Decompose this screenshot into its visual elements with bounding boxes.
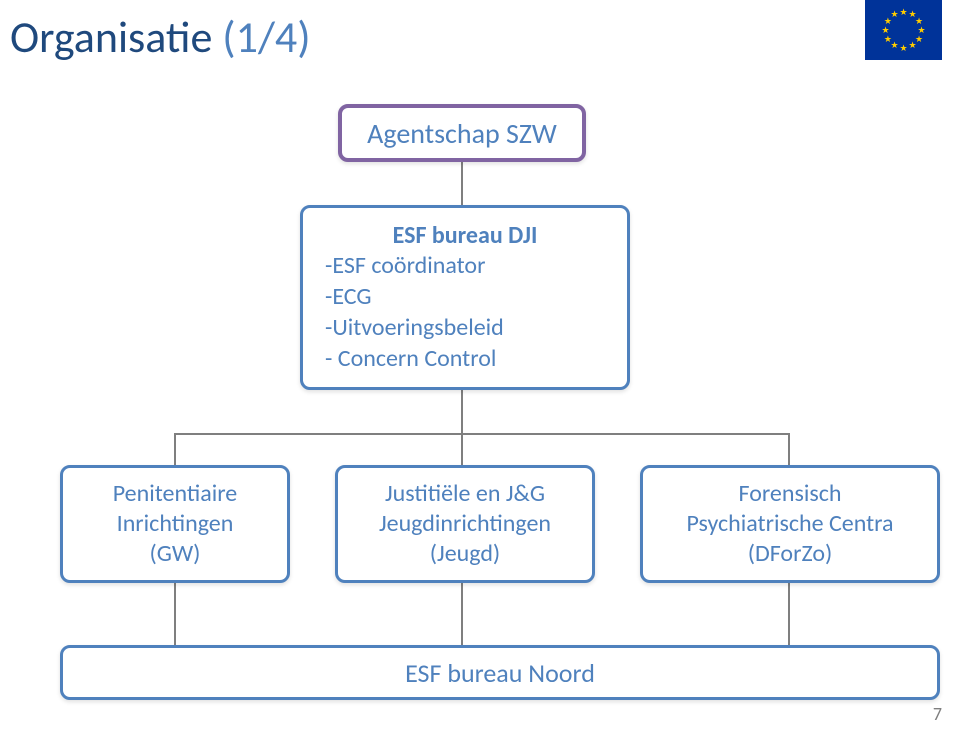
node-label: Agentschap SZW — [367, 116, 557, 151]
node-justitiele: Justitiële en J&G Jeugdinrichtingen (Jeu… — [335, 465, 595, 583]
connector-line — [174, 583, 176, 645]
node-line: Forensisch — [739, 479, 842, 509]
node-line: Justitiële en J&G — [385, 479, 545, 509]
title-main: Organisatie — [10, 10, 212, 64]
eu-flag-icon: ★★★★★★★★★★★★ — [865, 0, 942, 60]
node-bullet: -ECG — [325, 282, 372, 313]
eu-star-icon: ★ — [899, 44, 908, 53]
node-line: (Jeugd) — [430, 539, 500, 569]
title-sub: (1/4) — [222, 10, 310, 64]
node-bullet: - Concern Control — [325, 344, 496, 375]
eu-star-icon: ★ — [899, 8, 908, 17]
node-penitentiaire: Penitentiaire Inrichtingen (GW) — [60, 465, 290, 583]
connector-line — [461, 162, 463, 205]
node-bullet: -ESF coördinator — [325, 251, 485, 282]
eu-star-icon: ★ — [908, 41, 917, 50]
org-chart: Agentschap SZW ESF bureau DJI -ESF coörd… — [0, 70, 960, 690]
eu-star-icon: ★ — [883, 35, 892, 44]
node-esf-bureau-dji: ESF bureau DJI -ESF coördinator -ECG -Ui… — [300, 205, 630, 390]
page-number: 7 — [933, 703, 942, 725]
node-head: ESF bureau DJI — [325, 221, 605, 252]
connector-line — [788, 433, 790, 465]
connector-line — [174, 433, 790, 435]
node-bullet: -Uitvoeringsbeleid — [325, 313, 504, 344]
page-title: Organisatie (1/4) — [10, 10, 311, 64]
connector-line — [461, 583, 463, 645]
node-agentschap: Agentschap SZW — [338, 104, 586, 162]
node-line: Penitentiaire — [113, 479, 237, 509]
node-label: ESF bureau Noord — [405, 657, 595, 689]
eu-star-icon: ★ — [881, 26, 890, 35]
connector-line — [461, 390, 463, 435]
connector-line — [788, 583, 790, 645]
node-line: Psychiatrische Centra — [686, 509, 893, 539]
node-line: Inrichtingen — [117, 509, 234, 539]
connector-line — [174, 433, 176, 465]
node-line: Jeugdinrichtingen — [379, 509, 551, 539]
node-forensisch: Forensisch Psychiatrische Centra (DForZo… — [640, 465, 940, 583]
node-esf-bureau-noord: ESF bureau Noord — [60, 645, 940, 700]
eu-star-icon: ★ — [890, 10, 899, 19]
node-line: (DForZo) — [748, 539, 833, 569]
connector-line — [461, 433, 463, 465]
node-line: (GW) — [150, 539, 201, 569]
